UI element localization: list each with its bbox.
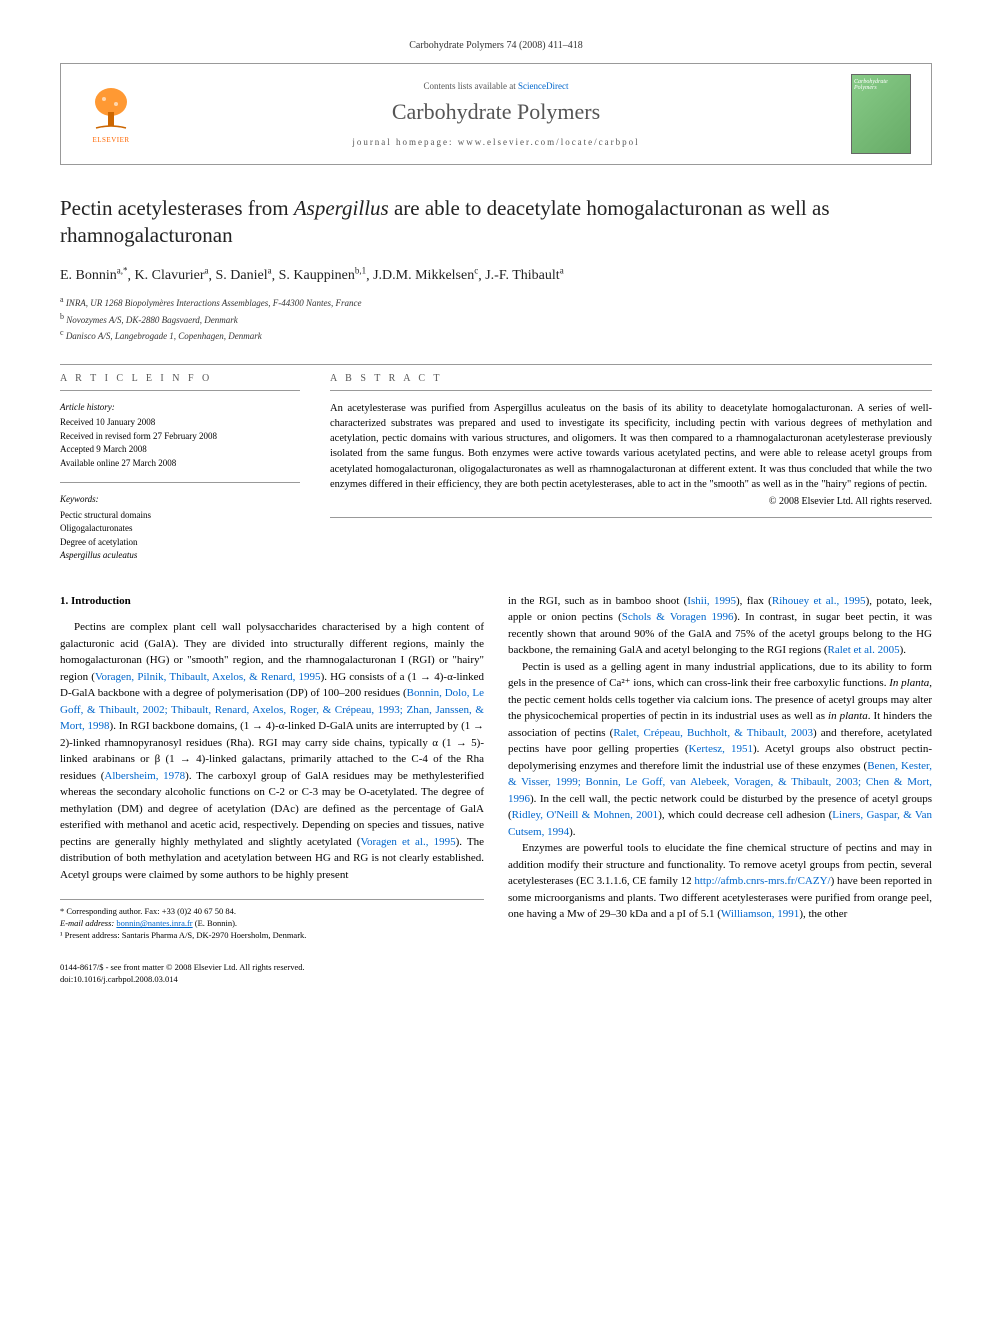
contents-prefix: Contents lists available at — [424, 81, 518, 91]
section-number: 1. — [60, 595, 68, 607]
publisher-center: Contents lists available at ScienceDirec… — [141, 81, 851, 147]
keyword: Aspergillus aculeatus — [60, 549, 300, 563]
section-heading: 1. Introduction — [60, 593, 484, 610]
info-divider-2 — [60, 482, 300, 483]
present-address-note: ¹ Present address: Santaris Pharma A/S, … — [60, 930, 484, 942]
info-divider-1 — [60, 390, 300, 391]
body-paragraph: Enzymes are powerful tools to elucidate … — [508, 840, 932, 923]
corresponding-author-note: * Corresponding author. Fax: +33 (0)2 40… — [60, 906, 484, 918]
body-paragraph: Pectin is used as a gelling agent in man… — [508, 659, 932, 841]
author-sup: c — [474, 266, 478, 276]
author: K. Clavuriera — [135, 268, 209, 283]
affiliations: a INRA, UR 1268 Biopolymères Interaction… — [60, 294, 932, 344]
authors-line: E. Bonnina,*, K. Clavuriera, S. Daniela,… — [60, 266, 932, 285]
keyword: Pectic structural domains — [60, 509, 300, 523]
article-info-col: A R T I C L E I N F O Article history: R… — [60, 373, 300, 563]
author-sup: a — [205, 266, 209, 276]
email-line: E-mail address: bonnin@nantes.inra.fr (E… — [60, 918, 484, 930]
history-line: Received in revised form 27 February 200… — [60, 430, 300, 444]
elsevier-label: ELSEVIER — [92, 136, 129, 144]
author: J.D.M. Mikkelsenc — [373, 268, 478, 283]
author-sup: b,1 — [355, 266, 366, 276]
history-line: Accepted 9 March 2008 — [60, 443, 300, 457]
author-sup: a,* — [117, 266, 128, 276]
email-label: E-mail address: — [60, 918, 114, 928]
journal-cover-text: Carbohydrate Polymers — [854, 79, 910, 91]
elsevier-tree-icon — [86, 84, 136, 134]
journal-homepage[interactable]: journal homepage: www.elsevier.com/locat… — [141, 137, 851, 147]
author-sup: a — [268, 266, 272, 276]
title-italic: Aspergillus — [294, 196, 389, 220]
body-col-left: 1. Introduction Pectins are complex plan… — [60, 593, 484, 986]
keywords-block: Keywords: Pectic structural domainsOligo… — [60, 493, 300, 563]
issn-line: 0144-8617/$ - see front matter © 2008 El… — [60, 962, 484, 974]
body-paragraph: in the RGI, such as in bamboo shoot (Ish… — [508, 593, 932, 659]
history-label: Article history: — [60, 401, 300, 415]
keyword: Oligogalacturonates — [60, 522, 300, 536]
footnotes: * Corresponding author. Fax: +33 (0)2 40… — [60, 899, 484, 942]
footer-bottom: 0144-8617/$ - see front matter © 2008 El… — [60, 962, 484, 986]
history-line: Available online 27 March 2008 — [60, 457, 300, 471]
history-line: Received 10 January 2008 — [60, 416, 300, 430]
abstract-bottom-divider — [330, 517, 932, 518]
sciencedirect-link[interactable]: ScienceDirect — [518, 81, 568, 91]
abstract-col: A B S T R A C T An acetylesterase was pu… — [330, 373, 932, 563]
article-title: Pectin acetylesterases from Aspergillus … — [60, 195, 932, 250]
body-paragraph: Pectins are complex plant cell wall poly… — [60, 619, 484, 883]
title-pre: Pectin acetylesterases from — [60, 196, 294, 220]
article-info-heading: A R T I C L E I N F O — [60, 373, 300, 384]
email-link[interactable]: bonnin@nantes.inra.fr — [116, 918, 192, 928]
author: S. Daniela — [216, 268, 272, 283]
article-history-block: Article history: Received 10 January 200… — [60, 401, 300, 471]
keywords-label: Keywords: — [60, 493, 300, 507]
keyword: Degree of acetylation — [60, 536, 300, 550]
contents-line: Contents lists available at ScienceDirec… — [141, 81, 851, 91]
abstract-copyright: © 2008 Elsevier Ltd. All rights reserved… — [330, 496, 932, 507]
author-sup: a — [560, 266, 564, 276]
affiliation: a INRA, UR 1268 Biopolymères Interaction… — [60, 294, 932, 311]
publisher-box: ELSEVIER Contents lists available at Sci… — [60, 63, 932, 165]
abstract-heading: A B S T R A C T — [330, 373, 932, 384]
page-root: Carbohydrate Polymers 74 (2008) 411–418 … — [0, 0, 992, 1026]
abstract-text: An acetylesterase was purified from Aspe… — [330, 401, 932, 492]
affiliation-sup: b — [60, 312, 64, 321]
body-col-right: in the RGI, such as in bamboo shoot (Ish… — [508, 593, 932, 986]
body-columns: 1. Introduction Pectins are complex plan… — [60, 593, 932, 986]
affiliation: c Danisco A/S, Langebrogade 1, Copenhage… — [60, 327, 932, 344]
journal-name: Carbohydrate Polymers — [141, 99, 851, 125]
info-abstract-row: A R T I C L E I N F O Article history: R… — [60, 373, 932, 563]
elsevier-logo[interactable]: ELSEVIER — [81, 79, 141, 149]
author: S. Kauppinenb,1 — [279, 268, 366, 283]
affiliation-sup: c — [60, 328, 64, 337]
email-suffix: (E. Bonnin). — [195, 918, 237, 928]
journal-cover[interactable]: Carbohydrate Polymers — [851, 74, 911, 154]
section-title: Introduction — [71, 595, 131, 607]
author: E. Bonnina,* — [60, 268, 128, 283]
abstract-divider — [330, 390, 932, 391]
divider-top — [60, 364, 932, 365]
affiliation: b Novozymes A/S, DK-2880 Bagsvaerd, Denm… — [60, 311, 932, 328]
author: J.-F. Thibaulta — [485, 268, 563, 283]
doi-line: doi:10.1016/j.carbpol.2008.03.014 — [60, 974, 484, 986]
affiliation-sup: a — [60, 295, 64, 304]
header-citation: Carbohydrate Polymers 74 (2008) 411–418 — [60, 40, 932, 51]
